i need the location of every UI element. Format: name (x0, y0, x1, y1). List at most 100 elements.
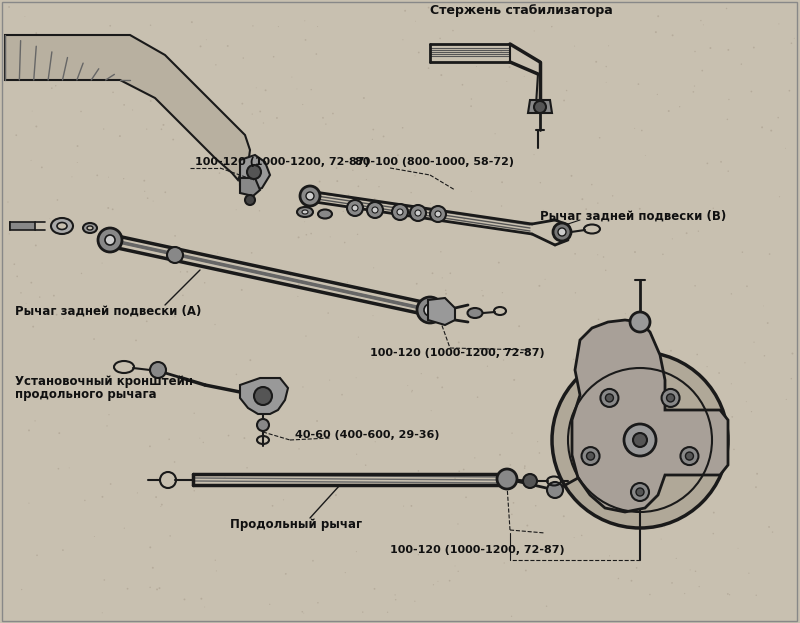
Point (701, 361, 714, 371)
Point (150, 584, 163, 594)
Circle shape (523, 474, 537, 488)
Text: Продольный рычаг: Продольный рычаг (230, 518, 362, 531)
Point (435, 70, 448, 80)
Circle shape (410, 205, 426, 221)
Text: Установочный кронштейн: Установочный кронштейн (15, 375, 193, 388)
Point (496, 288, 509, 298)
Point (692, 454, 705, 464)
Point (352, 181, 365, 191)
Point (350, 373, 362, 383)
Point (34, 292, 46, 302)
Ellipse shape (297, 207, 313, 217)
Point (519, 566, 532, 576)
Point (694, 16, 707, 26)
Point (292, 232, 305, 242)
Point (495, 164, 508, 174)
Point (104, 21, 117, 31)
Point (666, 578, 678, 588)
Point (2, 197, 14, 207)
Point (528, 26, 541, 36)
Point (101, 421, 114, 431)
Point (168, 457, 181, 467)
Point (350, 546, 362, 556)
Point (57, 313, 70, 323)
Point (745, 87, 758, 97)
Point (773, 19, 786, 29)
Point (452, 338, 465, 348)
Point (277, 495, 290, 505)
Point (750, 482, 762, 492)
Point (586, 179, 598, 189)
Circle shape (558, 228, 566, 236)
Circle shape (415, 210, 421, 216)
Point (338, 237, 351, 247)
Point (310, 416, 323, 426)
Circle shape (534, 101, 546, 113)
Ellipse shape (467, 308, 482, 318)
Point (652, 11, 665, 21)
Point (263, 599, 276, 609)
Point (693, 582, 706, 592)
Point (725, 379, 738, 389)
Point (506, 510, 518, 520)
Point (694, 402, 707, 412)
Text: 40-60 (400-600, 29-36): 40-60 (400-600, 29-36) (295, 430, 439, 440)
Point (330, 163, 343, 173)
Point (131, 488, 144, 498)
Circle shape (254, 387, 272, 405)
Point (497, 355, 510, 365)
Point (465, 101, 478, 111)
Point (458, 215, 470, 225)
Point (322, 308, 334, 318)
Point (237, 53, 250, 63)
Point (639, 151, 652, 161)
Point (106, 204, 119, 214)
Point (300, 230, 313, 240)
Circle shape (392, 204, 408, 220)
Point (449, 561, 462, 571)
Point (465, 186, 478, 196)
Point (647, 335, 660, 345)
Point (654, 388, 666, 398)
Point (569, 249, 582, 259)
Point (311, 598, 324, 608)
Point (481, 361, 494, 371)
Point (60, 219, 73, 229)
Point (524, 527, 537, 537)
Point (736, 247, 749, 257)
Point (696, 65, 709, 75)
Point (522, 548, 534, 558)
Point (489, 129, 502, 139)
Point (47, 291, 60, 301)
Point (366, 135, 379, 145)
Point (689, 566, 702, 576)
Point (391, 157, 404, 167)
Ellipse shape (57, 222, 67, 229)
Point (786, 348, 799, 358)
Point (692, 226, 705, 236)
Point (722, 589, 734, 599)
Point (138, 176, 150, 186)
Point (643, 589, 656, 599)
Point (658, 522, 671, 532)
Point (74, 107, 87, 117)
Point (296, 100, 309, 110)
Circle shape (435, 211, 441, 217)
Point (104, 479, 117, 489)
Point (634, 546, 646, 556)
Point (531, 437, 544, 447)
Point (75, 269, 88, 278)
Point (159, 188, 172, 197)
Point (632, 320, 645, 330)
Point (230, 369, 243, 379)
Point (290, 84, 303, 94)
Polygon shape (5, 35, 250, 180)
Point (687, 87, 700, 97)
Point (475, 285, 488, 295)
Circle shape (245, 195, 255, 205)
Point (513, 321, 526, 331)
Point (748, 337, 761, 347)
Point (222, 41, 234, 51)
Point (766, 527, 779, 537)
Point (317, 113, 330, 123)
